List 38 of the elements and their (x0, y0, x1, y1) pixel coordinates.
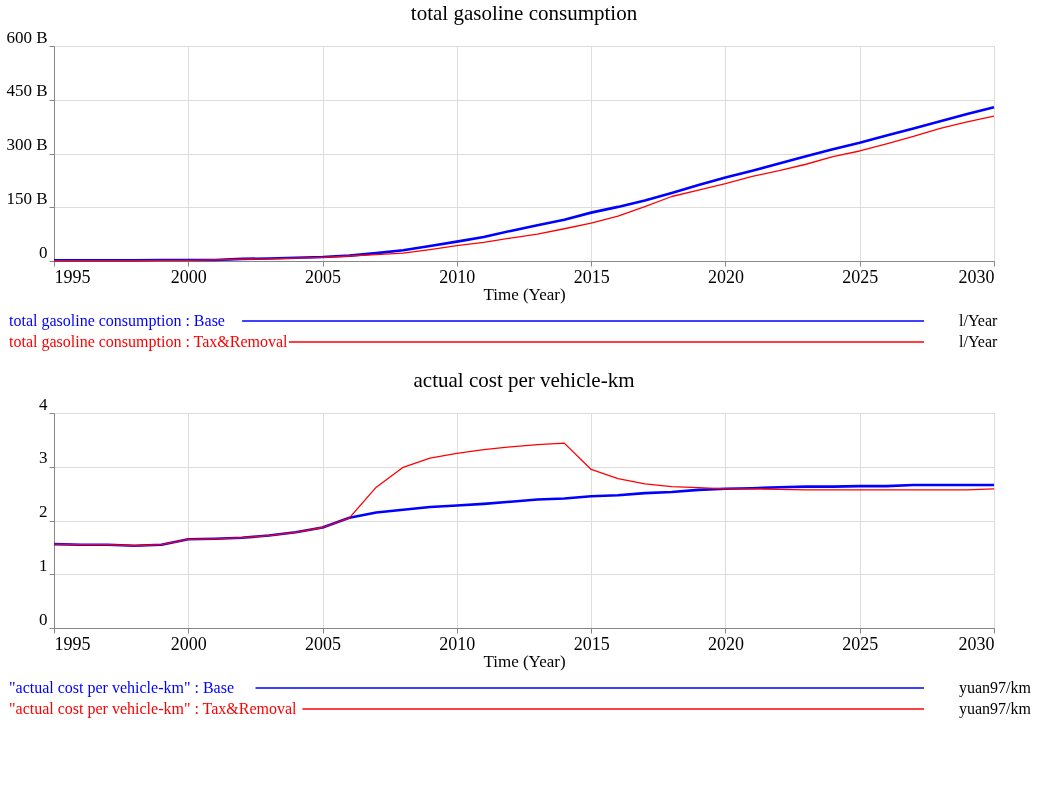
x-tick-label: 2020 (707, 633, 744, 654)
text: total gasoline consumption : Tax&Removal (9, 333, 289, 351)
text: l/Year (959, 333, 999, 350)
x-axis-title: Time (Year) (483, 284, 566, 304)
y-tick-label: 1 (39, 555, 48, 575)
x-tick-label: 2005 (305, 633, 342, 654)
chart-title: actual cost per vehicle-km (413, 368, 635, 392)
x-tick-label: 2020 (707, 266, 744, 287)
text: total gasoline consumption : Base (9, 312, 225, 330)
x-tick-label: 2030 (958, 633, 995, 654)
text: l/Year (959, 312, 999, 329)
text: yuan97/km (959, 700, 1032, 718)
x-tick-label: 2005 (305, 266, 342, 287)
y-tick-label: 600 B (6, 27, 48, 47)
x-tick-label: 2025 (842, 633, 879, 654)
y-tick-label: 0 (39, 242, 48, 262)
x-tick-label: 2015 (573, 266, 610, 287)
y-tick-label: 3 (39, 448, 48, 468)
y-tick-label: 300 B (6, 135, 48, 154)
x-tick-label: 1995 (54, 633, 91, 654)
text: "actual cost per vehicle-km" : Tax&Removal (9, 700, 298, 718)
text: yuan97/km (959, 679, 1032, 697)
text: "actual cost per vehicle-km" : Base (9, 679, 234, 697)
x-tick-label: 2030 (958, 266, 995, 287)
y-tick-label: 150 B (6, 188, 48, 208)
y-tick-label: 0 (39, 609, 48, 629)
y-tick-label: 2 (39, 502, 48, 521)
x-tick-label: 2015 (573, 633, 610, 654)
x-tick-label: 2025 (842, 266, 879, 287)
y-tick-label: 4 (39, 394, 48, 414)
x-tick-label: 2000 (170, 266, 207, 287)
x-tick-label: 2000 (170, 633, 207, 654)
x-tick-label: 2010 (439, 266, 476, 287)
x-axis-title: Time (Year) (483, 651, 566, 671)
y-tick-label: 450 B (6, 81, 48, 101)
x-tick-label: 2010 (439, 633, 476, 654)
chart-title: total gasoline consumption (410, 1, 638, 25)
x-tick-label: 1995 (54, 266, 91, 287)
